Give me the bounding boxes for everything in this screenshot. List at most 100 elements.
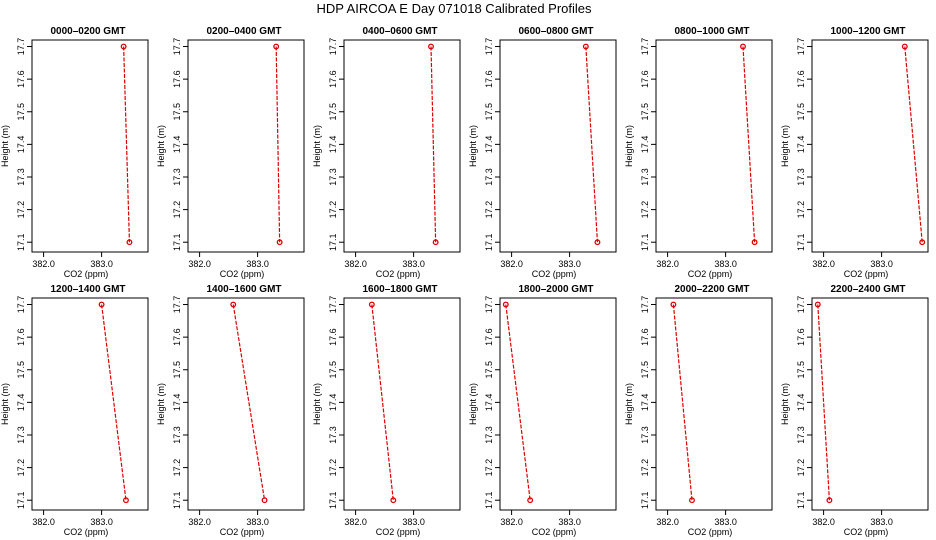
profile-line	[101, 304, 127, 501]
panel-title: 2000–2200 GMT	[674, 284, 749, 295]
y-axis-label: Height (m)	[0, 383, 10, 425]
panel: 1400–1600 GMT 17.1 17.2 17.3 17.4 17.5 17.6 17.…	[156, 284, 305, 537]
y-tick-label: 17.2	[172, 459, 182, 477]
y-axis-label: Height (m)	[156, 383, 166, 425]
x-tick-label: 382.0	[812, 259, 835, 269]
y-tick-label: 17.1	[172, 491, 182, 509]
plot-frame	[343, 39, 461, 253]
profile-line	[817, 304, 830, 501]
y-tick-label: 17.4	[328, 136, 338, 154]
y-tick-label: 17.4	[172, 136, 182, 154]
y-tick-label: 17.5	[172, 361, 182, 379]
y-tick-label: 17.7	[16, 38, 26, 56]
panel: 1800–2000 GMT 17.1 17.2 17.3 17.4 17.5 17.6 17.…	[468, 284, 617, 537]
y-tick-label: 17.7	[16, 296, 26, 314]
y-tick-label: 17.4	[640, 394, 650, 412]
profile-point	[276, 239, 283, 246]
x-tick-label: 382.0	[500, 517, 523, 527]
y-tick-label: 17.1	[484, 233, 494, 251]
plot-frame	[499, 297, 617, 511]
x-axis-label: CO2 (ppm)	[376, 269, 421, 279]
plot-frame	[187, 39, 305, 253]
y-tick-label: 17.4	[172, 394, 182, 412]
y-tick-label: 17.6	[16, 328, 26, 346]
x-axis-label: CO2 (ppm)	[220, 527, 265, 537]
y-tick-label: 17.5	[172, 103, 182, 121]
profile-point	[120, 43, 127, 50]
profile-point	[901, 43, 908, 50]
profile-point	[670, 301, 677, 308]
panel: 2000–2200 GMT 17.1 17.2 17.3 17.4 17.5 17.6 17.…	[624, 284, 773, 537]
profile-point	[428, 43, 434, 50]
y-tick-label: 17.2	[172, 201, 182, 219]
y-axis-label: Height (m)	[624, 383, 634, 425]
y-axis-label: Height (m)	[624, 125, 634, 167]
y-tick-label: 17.7	[484, 38, 494, 56]
y-tick-label: 17.5	[484, 361, 494, 379]
panel: 0000–0200 GMT 17.1 17.2 17.3 17.4 17.5 17.6 17.…	[0, 26, 149, 279]
y-tick-label: 17.3	[640, 426, 650, 444]
y-tick-label: 17.1	[640, 491, 650, 509]
y-tick-label: 17.6	[640, 70, 650, 88]
profile-point	[502, 301, 509, 308]
y-tick-label: 17.2	[328, 459, 338, 477]
y-tick-label: 17.3	[328, 168, 338, 186]
profile-point	[814, 301, 821, 308]
y-tick-label: 17.5	[796, 103, 806, 121]
y-tick-label: 17.6	[172, 70, 182, 88]
y-tick-label: 17.1	[328, 491, 338, 509]
plot-frame	[655, 297, 773, 511]
y-tick-label: 17.6	[484, 328, 494, 346]
y-tick-label: 17.3	[640, 168, 650, 186]
profile-point	[751, 239, 758, 246]
x-axis-label: CO2 (ppm)	[64, 269, 109, 279]
x-tick-label: 383.0	[90, 259, 113, 269]
y-tick-label: 17.6	[16, 70, 26, 88]
profile-point	[230, 301, 237, 308]
panel-title: 1600–1800 GMT	[362, 284, 437, 295]
x-tick-label: 383.0	[90, 517, 113, 527]
y-tick-label: 17.5	[16, 103, 26, 121]
y-tick-label: 17.6	[484, 70, 494, 88]
profile-point	[273, 43, 280, 50]
y-tick-label: 17.7	[172, 38, 182, 56]
y-tick-label: 17.6	[640, 328, 650, 346]
plot-frame	[187, 297, 305, 511]
panel-title: 1000–1200 GMT	[830, 26, 905, 37]
panel: 2200–2400 GMT 17.1 17.2 17.3 17.4 17.5 17.6 17.…	[780, 284, 929, 537]
y-tick-label: 17.7	[172, 296, 182, 314]
x-tick-label: 382.0	[32, 517, 55, 527]
profile-point	[432, 239, 439, 246]
y-tick-label: 17.6	[796, 70, 806, 88]
y-tick-label: 17.1	[640, 233, 650, 251]
y-tick-label: 17.3	[16, 168, 26, 186]
y-tick-label: 17.2	[640, 201, 650, 219]
plot-frame	[343, 297, 461, 511]
x-tick-label: 382.0	[188, 517, 211, 527]
y-axis-label: Height (m)	[312, 125, 322, 167]
y-tick-label: 17.2	[484, 201, 494, 219]
y-tick-label: 17.4	[640, 136, 650, 154]
y-tick-label: 17.2	[16, 459, 26, 477]
y-tick-label: 17.5	[796, 361, 806, 379]
x-tick-label: 382.0	[32, 259, 55, 269]
y-tick-label: 17.3	[796, 168, 806, 186]
panel-title: 2200–2400 GMT	[830, 284, 905, 295]
x-axis-label: CO2 (ppm)	[532, 269, 577, 279]
y-tick-label: 17.2	[484, 459, 494, 477]
panel: 1600–1800 GMT 17.1 17.2 17.3 17.4 17.5 17.6 17.…	[312, 284, 461, 537]
panel-title: 0400–0600 GMT	[362, 26, 437, 37]
x-axis-label: CO2 (ppm)	[376, 527, 421, 537]
y-axis-label: Height (m)	[780, 383, 790, 425]
x-tick-label: 382.0	[656, 517, 679, 527]
x-tick-label: 382.0	[344, 259, 367, 269]
profile-point	[740, 43, 746, 50]
y-tick-label: 17.4	[484, 394, 494, 412]
x-axis-label: CO2 (ppm)	[688, 527, 733, 537]
profile-line	[123, 46, 131, 243]
y-tick-label: 17.3	[172, 426, 182, 444]
y-tick-label: 17.3	[796, 426, 806, 444]
x-tick-label: 383.0	[870, 517, 893, 527]
profile-line	[742, 46, 756, 243]
profile-point	[919, 239, 926, 246]
